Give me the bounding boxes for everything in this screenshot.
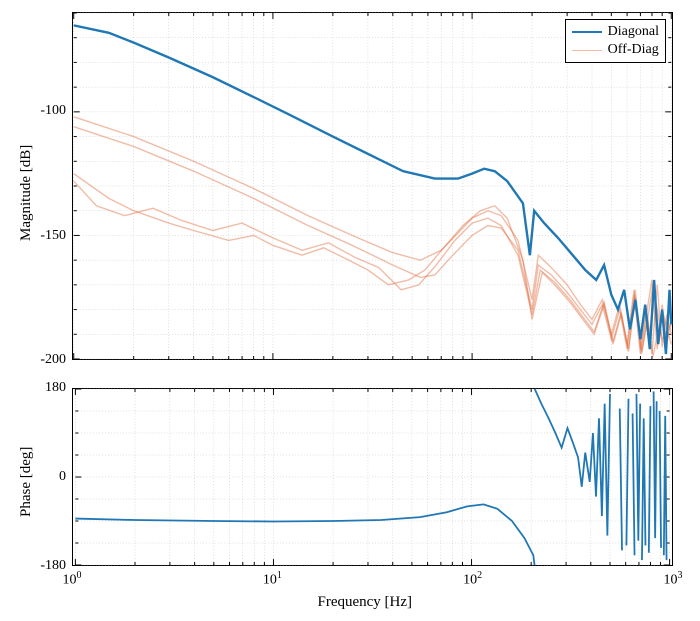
- magnitude-plot: DiagonalOff-Diag: [72, 12, 673, 360]
- legend-entry: Diagonal: [572, 23, 659, 41]
- legend-swatch: [572, 50, 602, 51]
- legend-label: Diagonal: [608, 23, 659, 41]
- y-tick-label: -150: [26, 228, 66, 244]
- phase-chart-svg: [73, 389, 672, 565]
- y-tick-label: -200: [26, 352, 66, 368]
- x-tick-label: 101: [263, 570, 282, 589]
- phase-plot: [72, 388, 673, 566]
- legend-entry: Off-Diag: [572, 41, 659, 59]
- x-tick-label: 102: [463, 570, 482, 589]
- y-tick-label: 180: [26, 380, 66, 396]
- frequency-xlabel: Frequency [Hz]: [318, 594, 413, 611]
- offdiag-series: [74, 181, 672, 356]
- legend-swatch: [572, 31, 602, 33]
- magnitude-ylabel: Magnitude [dB]: [18, 145, 35, 241]
- x-tick-label: 100: [63, 570, 82, 589]
- legend: DiagonalOff-Diag: [565, 19, 666, 63]
- y-tick-label: 0: [26, 469, 66, 485]
- y-tick-label: -180: [26, 558, 66, 574]
- magnitude-chart-svg: [73, 13, 672, 359]
- offdiag-series: [74, 127, 672, 354]
- x-tick-label: 103: [664, 570, 683, 589]
- y-tick-label: -100: [26, 103, 66, 119]
- legend-label: Off-Diag: [608, 41, 659, 59]
- offdiag-series: [74, 174, 672, 354]
- diagonal-series: [74, 25, 672, 354]
